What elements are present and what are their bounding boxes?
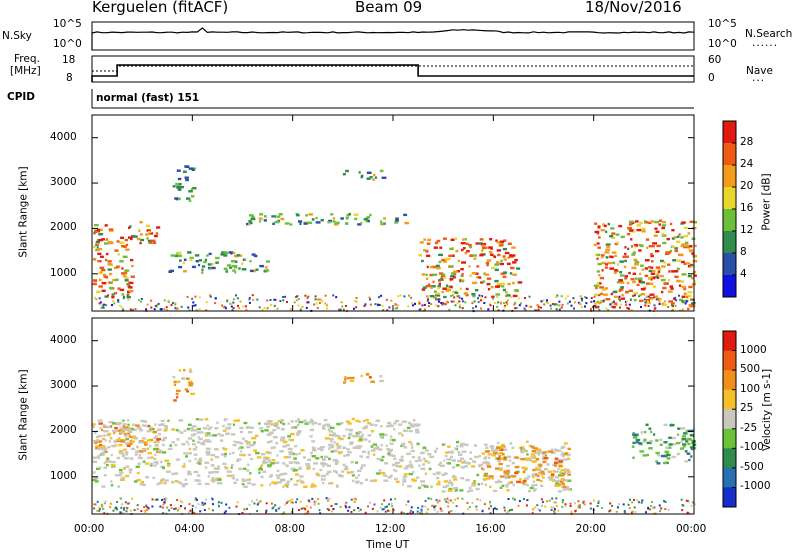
power-colorbar-tick-label: 16 (740, 202, 754, 214)
velocity-feature-2 (172, 368, 195, 402)
power-feature-2 (168, 251, 271, 274)
velocity-ytick-label: 3000 (50, 379, 77, 392)
velocity-panel (91, 317, 697, 515)
velocity-ytick-label: 1000 (50, 469, 77, 482)
velocity-near-range-scatter (93, 497, 696, 515)
velocity-colorbar-tick-label: -500 (740, 460, 764, 473)
freq-tick-high: 18 (62, 54, 76, 66)
power-colorbar-tick-label: 28 (740, 136, 754, 148)
nsky-tick-high: 10^5 (53, 18, 82, 30)
power-colorbar-swatch (723, 143, 736, 166)
station-title: Kerguelen (fitACF) (92, 0, 229, 16)
cpid-label: CPID (7, 91, 36, 103)
x-tick-label: 12:00 (375, 523, 406, 535)
velocity-colorbar-tick-label: -1000 (740, 480, 771, 493)
nsky-panel (91, 21, 695, 51)
velocity-colorbar-swatch (723, 428, 736, 449)
nsky-line (91, 27, 695, 50)
velocity-ytick-label: 2000 (50, 424, 77, 437)
velocity-feature-4 (418, 440, 572, 493)
freq-line (91, 64, 694, 82)
nsearch-label: N.Search (745, 28, 793, 40)
x-tick-label: 20:00 (575, 523, 606, 535)
power-ytick-label: 4000 (50, 130, 77, 143)
velocity-colorbar-label: Velocity [m s-1] (761, 368, 774, 452)
power-ytick-label: 2000 (50, 221, 77, 234)
velocity-colorbar-tick-label: 500 (740, 363, 761, 376)
x-tick-label: 00:00 (74, 523, 105, 535)
velocity-colorbar-swatch (723, 370, 736, 391)
power-colorbar-swatch (723, 209, 736, 232)
power-feature-7 (593, 219, 698, 311)
velocity-colorbar-swatch (723, 467, 736, 488)
x-tick-label: 08:00 (274, 523, 305, 535)
velocity-feature-6 (631, 423, 697, 465)
power-colorbar-tick-label: 20 (740, 180, 754, 192)
power-colorbar-swatch (723, 231, 736, 254)
power-feature-6 (418, 237, 523, 299)
velocity-colorbar-swatch (723, 409, 736, 430)
power-colorbar-tick-label: 4 (740, 268, 747, 280)
power-colorbar-swatch (723, 165, 736, 188)
velocity-colorbar-swatch (723, 448, 736, 469)
velocity-feature-3 (343, 372, 384, 384)
power-feature-3 (246, 212, 409, 226)
velocity-ytick-label: 4000 (50, 333, 77, 346)
nave-legend-dots: ··· (752, 75, 766, 87)
date-title: 18/Nov/2016 (585, 0, 682, 16)
velocity-colorbar-swatch (723, 331, 736, 352)
velocity-colorbar-tick-label: 25 (740, 402, 754, 415)
x-tick-label: 16:00 (475, 523, 506, 535)
freq-tick-low: 8 (66, 72, 73, 84)
velocity-colorbar-tick-label: 1000 (740, 343, 767, 356)
power-colorbar-swatch (723, 121, 736, 144)
power-colorbar-swatch (723, 253, 736, 276)
power-colorbar-tick-label: 12 (740, 224, 754, 236)
nsearch-tick-high: 10^5 (708, 18, 737, 30)
power-feature-1 (133, 221, 161, 245)
velocity-colorbar-swatch (723, 350, 736, 371)
velocity-feature-1 (92, 417, 421, 489)
power-feature-5 (342, 169, 387, 181)
velocity-colorbar (722, 330, 737, 508)
velocity-colorbar-swatch (723, 487, 736, 508)
velocity-ylabel: Slant Range [km] (17, 369, 30, 461)
nave-label: Nave (746, 65, 773, 77)
freq-unit-label: [MHz] (10, 65, 41, 77)
nsky-label: N.Sky (2, 30, 32, 42)
power-colorbar-label: Power [dB] (760, 173, 773, 231)
power-near-range-scatter (93, 294, 695, 313)
nave-line (92, 65, 694, 72)
velocity-colorbar-tick-label: 100 (740, 382, 761, 395)
freq-panel (91, 55, 695, 83)
nsky-tick-low: 10^0 (53, 38, 82, 50)
velocity-colorbar-tick-label: -100 (740, 441, 764, 454)
cpid-panel (91, 89, 694, 109)
velocity-feature-5 (480, 445, 571, 489)
x-tick-label: 00:00 (676, 523, 707, 535)
x-tick-label: 04:00 (174, 523, 205, 535)
power-ylabel: Slant Range [km] (17, 166, 30, 258)
power-colorbar-swatch (723, 275, 736, 298)
power-feature-4 (172, 165, 197, 202)
power-ytick-label: 3000 (50, 176, 77, 189)
power-colorbar-tick-label: 24 (740, 158, 754, 170)
nave-tick-high: 60 (708, 54, 722, 66)
velocity-colorbar-swatch (723, 389, 736, 410)
nave-tick-low: 0 (708, 72, 715, 84)
nsearch-legend-dots: ······ (752, 40, 779, 52)
x-axis-label: Time UT (366, 539, 410, 551)
power-colorbar (722, 120, 737, 298)
nsearch-tick-low: 10^0 (708, 38, 737, 50)
power-colorbar-tick-label: 8 (740, 246, 747, 258)
velocity-colorbar-tick-label: -25 (740, 421, 758, 434)
power-feature-0 (92, 224, 135, 299)
power-colorbar-swatch (723, 187, 736, 210)
beam-title: Beam 09 (355, 0, 423, 16)
power-panel (91, 114, 698, 313)
cpid-text: normal (fast) 151 (96, 92, 200, 104)
freq-label: Freq. (14, 53, 40, 65)
power-ytick-label: 1000 (50, 266, 77, 279)
